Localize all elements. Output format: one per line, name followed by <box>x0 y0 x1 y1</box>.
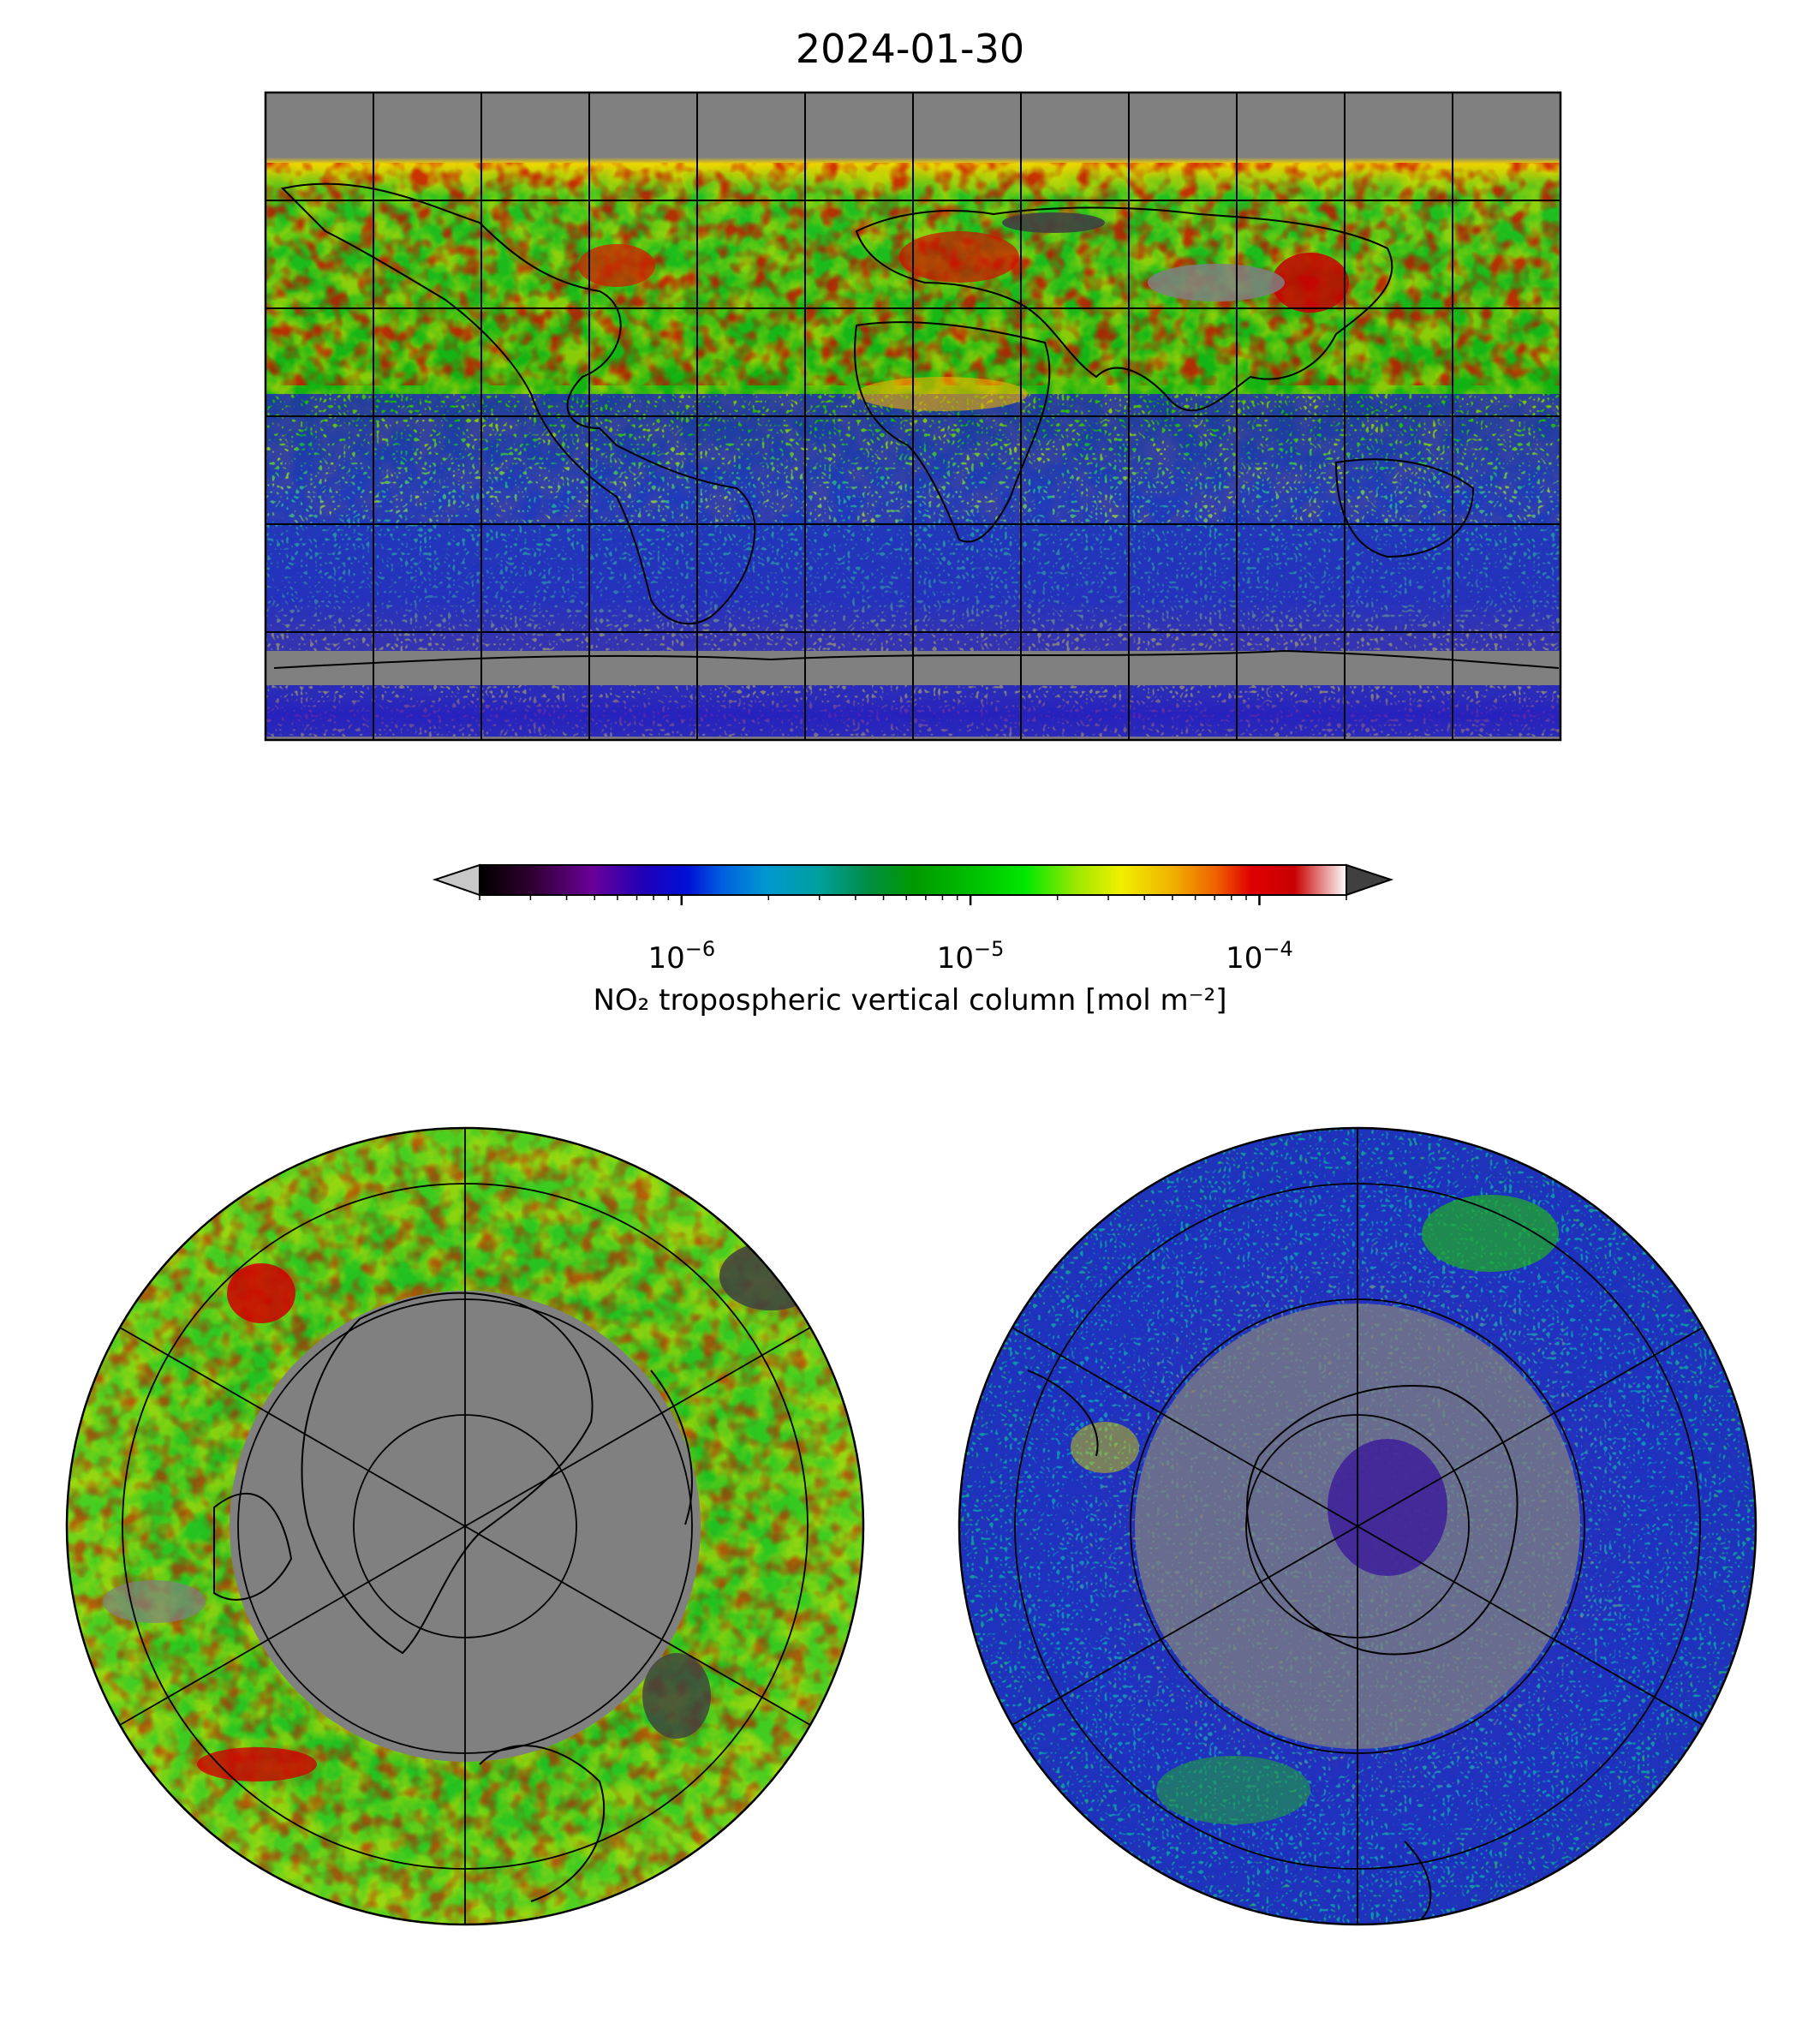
colorbar-ticks: 10−6 10−5 10−4 <box>479 895 1347 976</box>
global-graticule <box>266 92 1560 740</box>
colorbar-gradient <box>480 865 1346 896</box>
colorbar-tick-label: 10−4 <box>1226 937 1293 976</box>
north-polar-map <box>67 1128 863 1925</box>
hotspot-europe <box>899 231 1019 283</box>
hotspot-east-asia <box>1272 253 1349 313</box>
global-map <box>266 92 1560 740</box>
colorbar-label: NO₂ tropospheric vertical column [mol m⁻… <box>593 983 1227 1017</box>
colorbar-under-arrow <box>432 863 480 897</box>
north-graticule <box>119 1128 811 1925</box>
south-graticule <box>1011 1128 1704 1925</box>
page-title: 2024-01-30 <box>795 26 1025 72</box>
colorbar-tick-label: 10−5 <box>937 937 1005 976</box>
colorbar-over-arrow <box>1346 863 1394 897</box>
global-map-frame <box>264 91 1562 742</box>
south-polar-map <box>959 1128 1756 1925</box>
global-coastlines <box>273 182 1560 669</box>
south-coastlines <box>1027 1370 1519 1919</box>
hotspot-north-america <box>578 244 655 287</box>
north-polar-frame <box>65 1126 865 1926</box>
colorbar: 10−6 10−5 10−4 <box>432 863 1394 976</box>
south-polar-frame <box>958 1126 1757 1926</box>
colorbar-tick-label: 10−6 <box>647 937 715 976</box>
north-coastlines <box>213 1292 693 1902</box>
